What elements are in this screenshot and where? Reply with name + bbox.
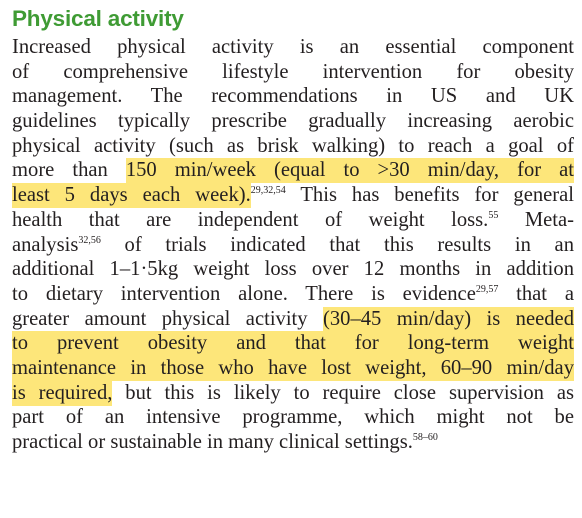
highlighted-text: 150 min/week (equal to >30 min/day, for …	[125, 158, 574, 184]
text-line: additional 1–1·5kg weight loss over 12 m…	[12, 257, 574, 282]
text-run: but this is likely to require close supe…	[112, 381, 574, 404]
text-run: that a	[498, 282, 574, 305]
text-line: analysis32,56 of trials indicated that t…	[12, 233, 574, 258]
text-run: guidelines typically prescribe gradually…	[12, 110, 574, 133]
text-run: greater amount physical activity	[12, 307, 323, 330]
highlighted-text: .	[245, 183, 251, 209]
text-line: maintenance in those who have lost weigh…	[12, 355, 574, 381]
text-line: guidelines typically prescribe gradually…	[12, 109, 574, 134]
text-line: physical activity (such as brisk walking…	[12, 134, 574, 159]
text-line: least 5 days each week).29,32,54 This ha…	[12, 183, 574, 209]
text-run: health that are independent of weight lo…	[12, 208, 489, 231]
body-paragraph: Increased physical activity is an essent…	[12, 35, 574, 455]
citation-superscript: 55	[488, 209, 499, 221]
text-run: This has benefits for general	[285, 184, 574, 207]
text-line: to prevent obesity and that for long-ter…	[12, 331, 574, 357]
citation-superscript: 58–60	[412, 432, 438, 443]
text-run: more than	[12, 159, 126, 182]
highlighted-text: least 5 days each week)	[12, 183, 246, 209]
text-line: health that are independent of weight lo…	[12, 208, 574, 233]
text-run: practical or sustainable in many clinica…	[12, 431, 413, 453]
text-run: additional 1–1·5kg weight loss over 12 m…	[12, 258, 574, 281]
text-run: of comprehensive lifestyle intervention …	[12, 60, 574, 83]
citation-superscript: 29,32,54	[250, 185, 286, 197]
highlighted-text: (30–45 min/day) is needed	[323, 306, 574, 332]
text-line: practical or sustainable in many clinica…	[12, 430, 574, 455]
text-run: part of an intensive programme, which mi…	[12, 406, 574, 429]
text-run: to dietary intervention alone. There is …	[12, 282, 476, 305]
text-line: to dietary intervention alone. There is …	[12, 282, 574, 307]
text-line: of comprehensive lifestyle intervention …	[12, 60, 574, 85]
text-run: Meta-	[498, 208, 574, 231]
text-run: analysis	[12, 233, 79, 256]
highlighted-text: maintenance in those who have lost weigh…	[12, 355, 574, 381]
text-run: management. The recommendations in US an…	[12, 85, 574, 108]
text-run: of trials indicated that this results in…	[100, 233, 574, 256]
text-line: greater amount physical activity (30–45 …	[12, 306, 574, 332]
citation-superscript: 29,57	[475, 283, 499, 295]
citation-superscript: 32,56	[78, 234, 101, 246]
text-line: more than 150 min/week (equal to >30 min…	[12, 158, 574, 184]
text-line: part of an intensive programme, which mi…	[12, 405, 574, 430]
text-line: management. The recommendations in US an…	[12, 84, 574, 109]
text-line: Increased physical activity is an essent…	[12, 35, 574, 60]
text-run: Increased physical activity is an essent…	[12, 36, 574, 58]
text-run: physical activity (such as brisk walking…	[12, 134, 574, 157]
section-heading: Physical activity	[12, 6, 184, 31]
text-line: is required, but this is likely to requi…	[12, 380, 574, 406]
highlighted-text: to prevent obesity and that for long-ter…	[12, 331, 574, 357]
highlighted-text: is required,	[12, 380, 113, 406]
